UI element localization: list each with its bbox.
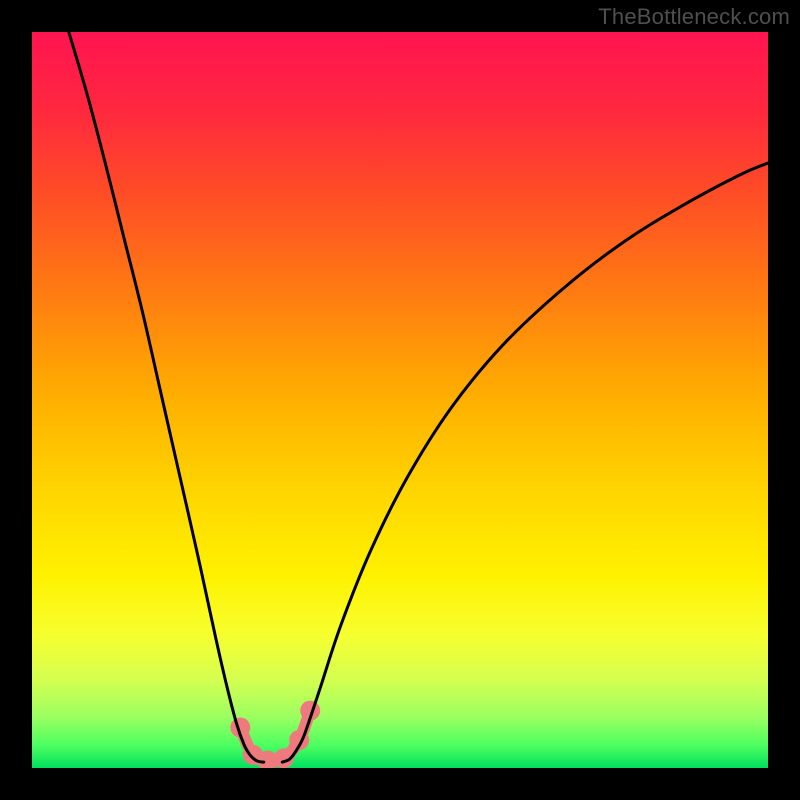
plot-area bbox=[32, 32, 768, 768]
plot-svg bbox=[32, 32, 768, 768]
gradient-background bbox=[32, 32, 768, 768]
attribution-text: TheBottleneck.com bbox=[598, 4, 790, 30]
chart-container: TheBottleneck.com bbox=[0, 0, 800, 800]
